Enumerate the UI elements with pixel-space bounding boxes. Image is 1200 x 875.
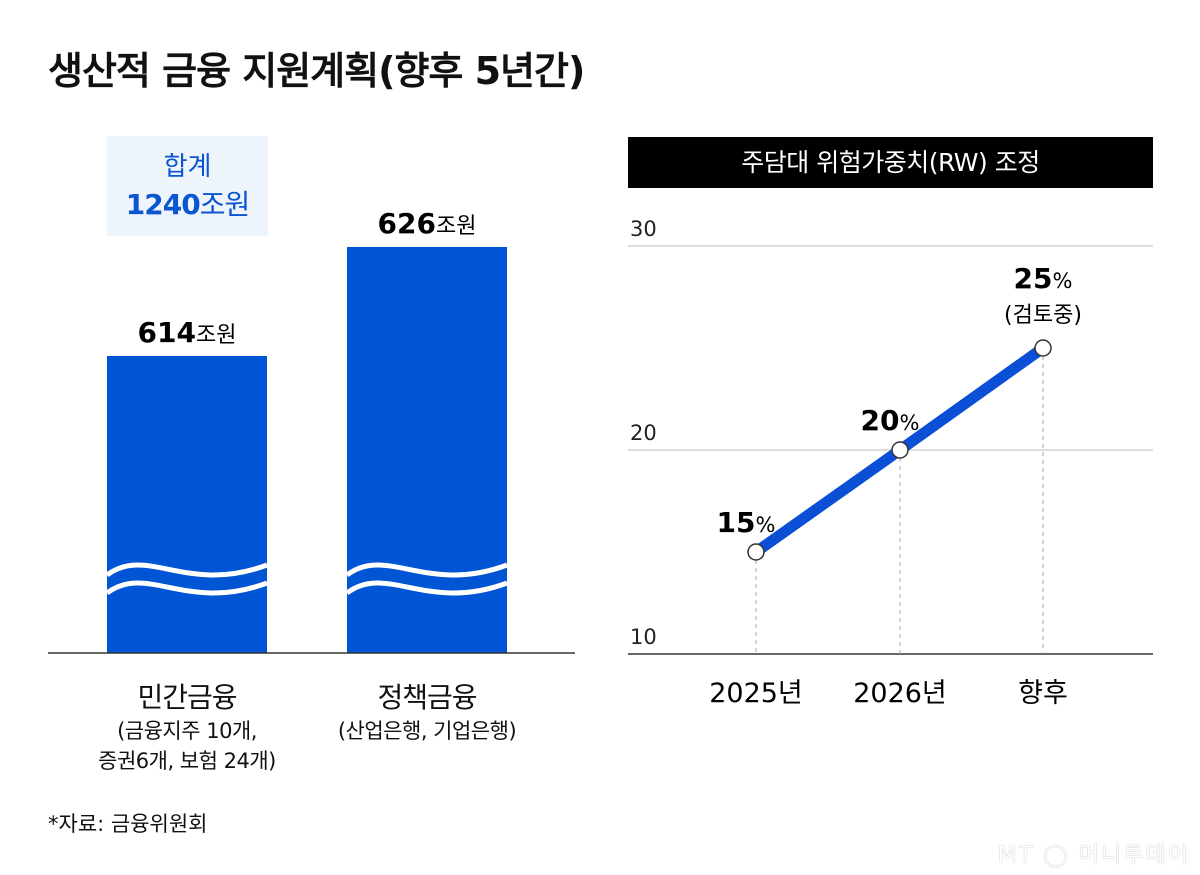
total-label: 합계 (163, 152, 212, 182)
y-tick-label: 20 (630, 421, 657, 445)
logo-watermark: MT ◯ 머니투데이 (997, 843, 1190, 868)
bar-value-label-0: 614조원 (138, 316, 237, 349)
line-chart-title: 주담대 위험가중치(RW) 조정 (628, 137, 1153, 188)
page-title: 생산적 금융 지원계획(향후 5년간) (48, 49, 585, 93)
bar-0 (107, 356, 267, 653)
source-note: *자료: 금융위원회 (48, 812, 208, 836)
axis-break-wave (105, 562, 268, 578)
bar-category-note-1: (산업은행, 기업은행) (337, 719, 517, 743)
x-tick-label-0: 2025년 (709, 678, 803, 709)
x-tick-label-1: 2026년 (853, 678, 947, 709)
axis-break-wave (105, 580, 268, 596)
bar-category-0: 민간금융 (137, 681, 237, 714)
data-point-1 (891, 441, 909, 459)
data-label-2: 25% (1014, 262, 1073, 295)
axis-break-wave (345, 580, 508, 596)
bar-category-1: 정책금융 (377, 681, 477, 714)
total-box: 합계 1240조원 (107, 136, 268, 236)
total-value: 1240조원 (125, 188, 250, 221)
y-tick-label: 30 (630, 217, 657, 241)
bar-value-label-1: 626조원 (378, 207, 477, 240)
data-label-0: 15% (717, 506, 776, 539)
data-point-0 (747, 543, 765, 561)
annotation-under-review: (검토중) (1004, 303, 1082, 328)
axis-break-wave (345, 562, 508, 578)
data-point-2 (1034, 339, 1052, 357)
data-label-1: 20% (861, 404, 920, 437)
y-tick-label: 10 (630, 625, 657, 649)
bar-category-note-0: (금융지주 10개, 증권6개, 보험 24개) (98, 719, 276, 773)
x-tick-label-2: 향후 (1018, 678, 1068, 709)
